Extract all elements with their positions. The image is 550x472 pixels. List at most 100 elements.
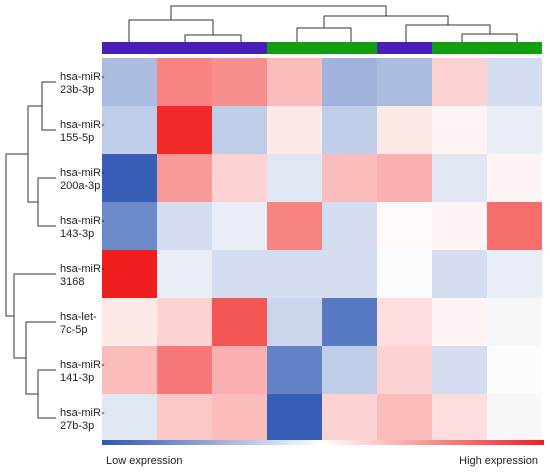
heatmap-cell (212, 250, 267, 298)
row-label-line: 7c-5p (60, 324, 88, 336)
heatmap-cell (432, 202, 487, 250)
heatmap-cell (432, 346, 487, 394)
heatmap-cell (377, 250, 432, 298)
heatmap-cell (267, 394, 322, 442)
row-label-line: hsa-miR- (60, 167, 105, 179)
row-label: hsa-let-7c-5p (60, 311, 97, 336)
heatmap-cell (102, 250, 157, 298)
column-group-marker-blue (377, 42, 432, 54)
heatmap-cell (212, 154, 267, 202)
row-dendrogram-link (27, 105, 42, 203)
heatmap-cell (322, 298, 377, 346)
row-label-line: hsa-miR- (60, 407, 105, 419)
row-dendrogram-link (5, 153, 28, 317)
heatmap-cell (102, 154, 157, 202)
row-label-line: 23b-3p (60, 84, 94, 96)
heatmap-cell (157, 202, 212, 250)
heatmap-cell (157, 250, 212, 298)
col-dendrogram-link (323, 15, 449, 28)
color-scale-bar (102, 440, 544, 445)
heatmap-cell (157, 106, 212, 154)
row-label: hsa-miR-23b-3p (60, 71, 105, 96)
heatmap-cell (322, 154, 377, 202)
heatmap-cell (487, 106, 542, 154)
row-label-line: hsa-miR- (60, 119, 105, 131)
heatmap-cell (212, 106, 267, 154)
column-group-marker-blue (212, 42, 267, 54)
col-dendrogram-link (170, 5, 387, 20)
col-dendrogram-link (461, 33, 518, 42)
heatmap-cell (102, 298, 157, 346)
row-label-line: 143-3p (60, 228, 94, 240)
heatmap-cell (487, 298, 542, 346)
heatmap-cell (322, 346, 377, 394)
column-group-marker-blue (102, 42, 157, 54)
heatmap-cell (102, 58, 157, 106)
column-group-bar (102, 42, 542, 54)
row-label: hsa-miR-155-5p (60, 119, 105, 144)
heatmap-cell (267, 202, 322, 250)
row-labels: hsa-miR-23b-3phsa-miR-155-5phsa-miR-200a… (60, 71, 105, 432)
heatmap-cell (377, 154, 432, 202)
row-dendrogram-link (37, 369, 56, 419)
heatmap-cell (102, 394, 157, 442)
row-label-line: 27b-3p (60, 420, 94, 432)
heatmap-cell (377, 346, 432, 394)
heatmap-cell (157, 298, 212, 346)
heatmap-cell (377, 106, 432, 154)
heatmap-cell (267, 154, 322, 202)
heatmap-cell (432, 250, 487, 298)
legend-low-label: Low expression (106, 455, 182, 467)
row-label-line: hsa-miR- (60, 215, 105, 227)
heatmap-cell (377, 202, 432, 250)
row-label-line: 3168 (60, 276, 84, 288)
row-label-line: hsa-let- (60, 311, 97, 323)
heatmap-cell (487, 202, 542, 250)
column-group-marker-green (322, 42, 377, 54)
row-label: hsa-miR-27b-3p (60, 407, 105, 432)
col-dendrogram-link (296, 27, 352, 42)
row-label-line: 141-3p (60, 372, 94, 384)
heatmap-cell (487, 250, 542, 298)
heatmap-cell (377, 394, 432, 442)
heatmap-cell (157, 346, 212, 394)
heatmap-cell (212, 394, 267, 442)
row-label-line: 200a-3p (60, 180, 100, 192)
heatmap-cell (487, 58, 542, 106)
heatmap-cell (432, 106, 487, 154)
column-dendrogram (128, 5, 518, 42)
legend-high-label: High expression (459, 455, 538, 467)
row-label: hsa-miR-143-3p (60, 215, 105, 240)
heatmap-cell (377, 298, 432, 346)
column-group-marker-green (487, 42, 542, 54)
heatmap-grid (102, 58, 542, 442)
col-dendrogram-link (128, 19, 214, 42)
heatmap-cell (322, 58, 377, 106)
heatmap-cell (267, 346, 322, 394)
row-dendrogram-link (37, 177, 56, 227)
column-group-marker-blue (157, 42, 212, 54)
row-label-line: hsa-miR- (60, 359, 105, 371)
heatmap-cell (267, 298, 322, 346)
heatmap-cell (487, 154, 542, 202)
row-dendrogram-link (41, 81, 56, 131)
heatmap-cell (432, 58, 487, 106)
row-label: hsa-miR-200a-3p (60, 167, 105, 192)
row-label: hsa-miR-3168 (60, 263, 105, 288)
heatmap-cell (432, 154, 487, 202)
heatmap-cell (102, 106, 157, 154)
heatmap-cell (157, 58, 212, 106)
row-label-line: hsa-miR- (60, 263, 105, 275)
row-label-line: hsa-miR- (60, 71, 105, 83)
col-dendrogram-link (184, 34, 242, 42)
column-group-marker-green (432, 42, 487, 54)
heatmap-cell (322, 394, 377, 442)
heatmap-cell (212, 298, 267, 346)
heatmap-cell (487, 346, 542, 394)
heatmap-cell (432, 298, 487, 346)
heatmap-cell (267, 58, 322, 106)
heatmap-cell (377, 58, 432, 106)
heatmap-cell (212, 202, 267, 250)
heatmap-cell (432, 394, 487, 442)
